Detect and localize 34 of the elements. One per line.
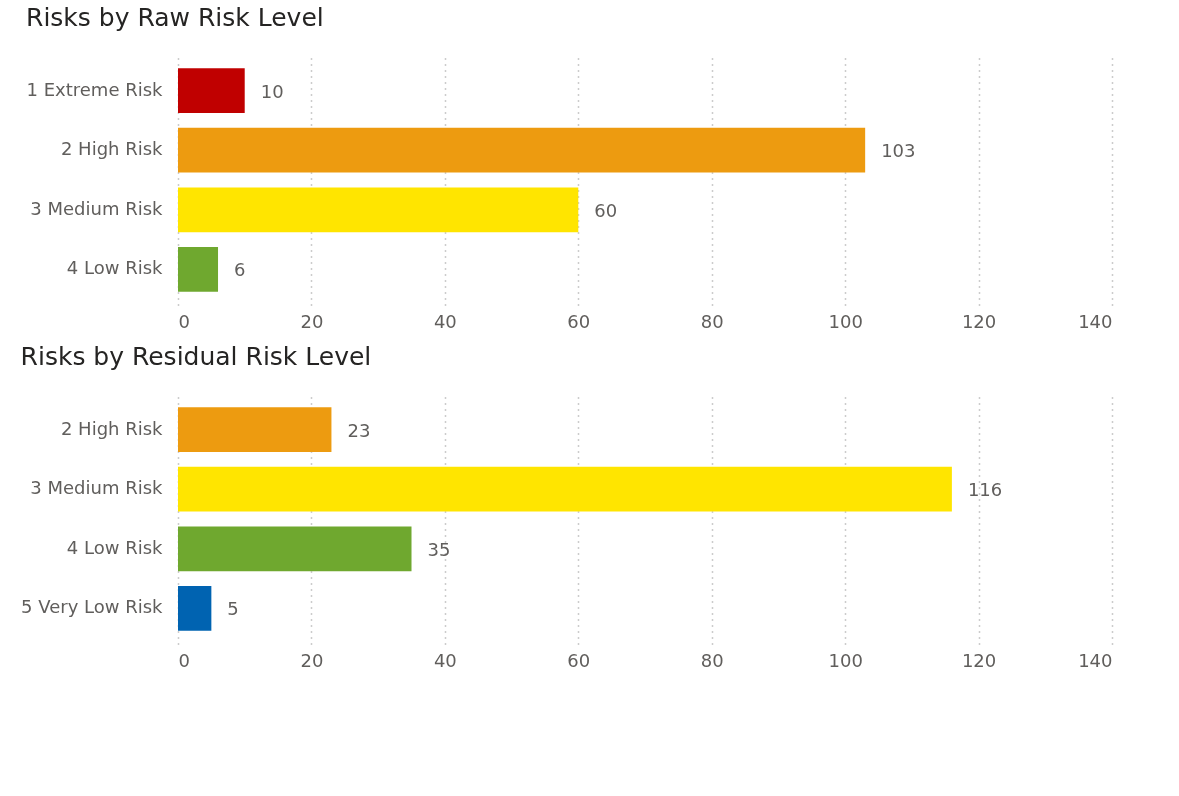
y-tick-label: 3 Medium Risk	[30, 477, 164, 499]
x-tick-label: 100	[828, 310, 863, 332]
data-label: 35	[427, 538, 451, 560]
data-label: 23	[347, 419, 371, 441]
y-tick-label: 4 Low Risk	[66, 536, 164, 558]
y-tick-label: 1 Extreme Risk	[26, 78, 164, 100]
x-tick-label: 20	[300, 649, 324, 671]
x-tick-label: 60	[567, 310, 591, 332]
x-tick-label: 140	[1078, 310, 1113, 332]
data-label: 103	[881, 140, 916, 162]
data-label: 6	[234, 259, 246, 281]
y-tick-label: 3 Medium Risk	[30, 197, 164, 219]
y-tick-label: 4 Low Risk	[66, 257, 164, 279]
chart-title: Risks by Residual Risk Level	[20, 342, 372, 371]
data-label: 60	[594, 199, 618, 221]
x-tick-label: 80	[700, 310, 724, 332]
x-tick-label: 40	[433, 310, 457, 332]
x-tick-label: 20	[300, 310, 324, 332]
y-tick-label: 2 High Risk	[60, 417, 164, 439]
x-tick-label: 80	[700, 649, 724, 671]
x-tick-label: 0	[178, 310, 190, 332]
x-tick-label: 100	[828, 649, 863, 671]
data-label: 116	[967, 479, 1003, 501]
x-tick-label: 40	[433, 649, 457, 671]
x-tick-label: 60	[567, 649, 591, 671]
data-label: 5	[227, 598, 239, 620]
chart-title: Risks by Raw Risk Level	[26, 3, 324, 32]
y-tick-label: 5 Very Low Risk	[21, 596, 164, 618]
y-tick-label: 2 High Risk	[60, 138, 164, 160]
data-label: 10	[260, 80, 284, 102]
x-tick-label: 120	[961, 649, 997, 671]
x-tick-label: 140	[1078, 649, 1113, 671]
x-tick-label: 120	[961, 310, 997, 332]
x-tick-label: 0	[178, 649, 190, 671]
